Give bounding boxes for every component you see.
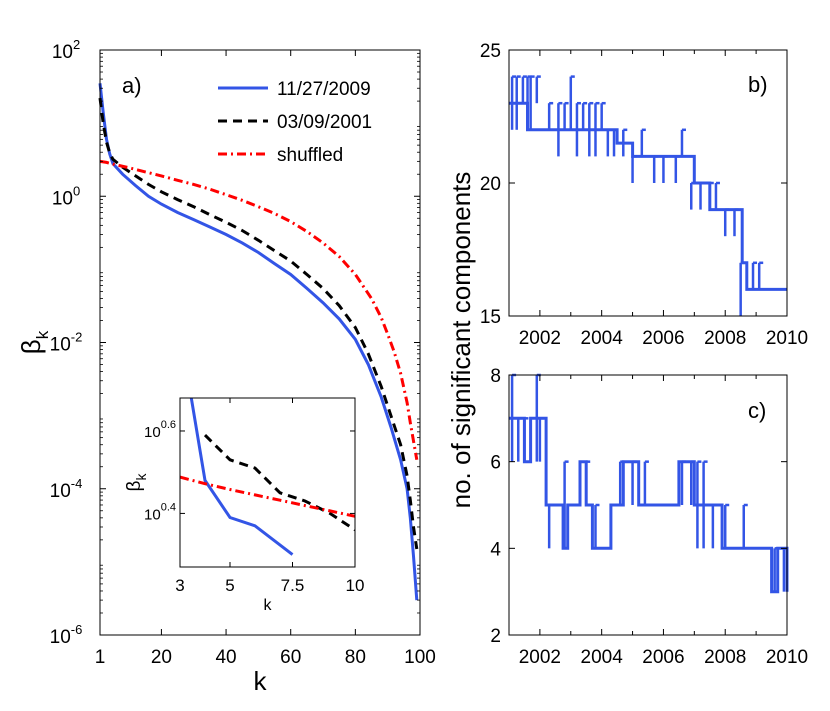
inset-y-tick-label: 100.6 [144,419,176,441]
c-x-tick-label: 2004 [581,647,624,668]
panel-a-x-axis-label: k [254,666,268,696]
b-x-tick-label: 2010 [766,328,808,349]
inset-x-tick-label: 5 [225,576,234,595]
panel-b-label: b) [748,72,768,97]
panel-a-x-tick-label: 40 [215,647,236,668]
c-x-tick-label: 2006 [642,647,684,668]
inset-series-2 [203,434,355,532]
b-y-tick-label: 25 [480,41,501,62]
c-y-tick-label: 8 [490,366,501,387]
svg-text:βk: βk [16,330,52,354]
panel-a-y-tick-label: 100 [52,183,80,209]
panel-a-series-2 [98,97,419,550]
panel-a-y-tick-label: 10-2 [50,330,83,356]
panel-a-inset: 3 5 7.5 10 100.6 100.4 k βk [124,397,365,614]
panel-a-legend: 11/27/2009 03/09/2001 shuffled [218,79,372,166]
panel-a-x-tick-label: 60 [280,647,301,668]
b-y-tick-label: 20 [480,174,501,195]
panel-a-series-1 [98,83,419,601]
c-x-tick-label: 2010 [766,647,808,668]
b-x-tick-label: 2004 [581,328,624,349]
legend-label-3: shuffled [277,145,343,166]
panel-a-x-tick-label: 80 [345,647,366,668]
b-step-line [509,101,787,291]
c-y-tick-label: 2 [490,626,501,647]
inset-x-tick-label: 10 [346,576,365,595]
inset-y-tick-label: 100.4 [144,501,176,523]
c-y-tick-label: 4 [490,539,501,560]
b-x-tick-label: 2002 [519,328,561,349]
inset-x-axis-label: k [264,597,273,614]
panel-c: 2002 2004 2006 2008 2010 2 4 6 8 c) [490,366,808,668]
panel-a-ylabel-sub: k [33,330,52,339]
panel-a-y-axis-label: βk [16,330,52,354]
inset-series-1 [189,398,294,556]
panel-c-label: c) [748,398,766,423]
b-y-tick-label: 15 [480,307,501,328]
legend-label-2: 03/09/2001 [277,112,372,133]
inset-x-tick-label: 3 [175,576,184,595]
inset-axes-box [179,397,356,568]
panel-c-axes-box [508,374,788,636]
b-x-tick-label: 2006 [642,328,684,349]
panel-a-series-3 [99,159,419,460]
panel-a-y-tick-label: 102 [52,37,80,63]
panel-a-y-tick-label: 10-6 [50,622,83,648]
c-x-tick-label: 2002 [519,647,561,668]
panel-a-x-tick-label: 1 [95,647,106,668]
shared-y-axis-label: no. of significant components [446,172,476,509]
panel-a-x-tick-label: 100 [404,647,436,668]
panel-a-y-tick-label: 10-4 [50,476,83,502]
panel-a-label: a) [122,73,142,98]
panel-a-x-tick-label: 20 [151,647,172,668]
c-x-tick-label: 2008 [704,647,746,668]
b-x-tick-label: 2008 [704,328,746,349]
inset-y-axis-label: βk [124,473,149,492]
panel-b: 2002 2004 2006 2008 2010 15 20 25 b) [480,41,808,349]
c-step-line [509,416,789,594]
panel-a-ylabel-main: β [16,339,46,354]
inset-x-tick-label: 7.5 [281,576,305,595]
panel-a: 1 20 40 60 80 100 102 100 10-2 10-4 10-6 a) 11/27/… [16,37,436,696]
legend-label-1: 11/27/2009 [277,79,371,100]
inset-series-3 [180,475,355,518]
c-y-tick-label: 6 [490,453,501,474]
